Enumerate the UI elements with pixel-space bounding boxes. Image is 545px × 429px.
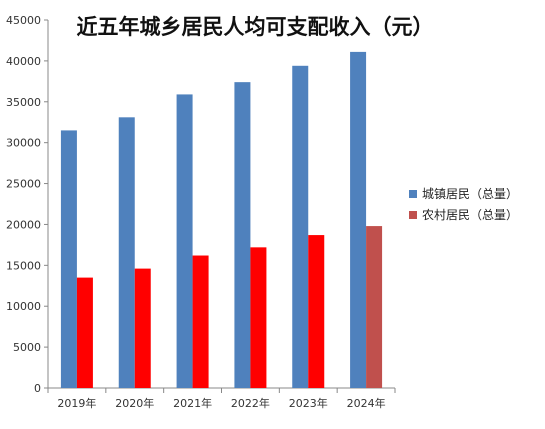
legend-swatch [409,211,417,219]
bar-urban-3 [176,94,193,388]
plot-area: 0 5000 10000 15000 20000 25000 30000 35000 40000… [6,14,396,410]
bar-rural-6 [366,226,383,388]
bar-urban-4 [234,82,251,388]
y-tick-label: 45000 [6,14,41,27]
x-tick-label: 2019年 [57,396,96,410]
bar-rural-1 [76,277,93,388]
legend-label: 城镇居民（总量） [422,187,518,201]
y-tick-label: 5000 [13,341,41,354]
legend-swatch [409,190,417,198]
bar-urban-5 [292,65,309,388]
bar-rural-5 [308,235,325,388]
chart-title: 近五年城乡居民人均可支配收入（元） [77,14,434,39]
x-tick-label: 2022年 [231,396,270,410]
x-tick-label: 2023年 [289,396,328,410]
bar-urban-1 [60,130,77,388]
y-tick-label: 30000 [6,137,41,150]
y-tick-label: 25000 [6,178,41,191]
x-tick-label: 2024年 [347,396,386,410]
y-tick-label: 35000 [6,96,41,109]
x-tick-label: 2020年 [115,396,154,410]
y-tick-label: 0 [34,382,41,395]
x-tick-label: 2021年 [173,396,212,410]
y-tick-label: 40000 [6,55,41,68]
bar-rural-2 [134,268,151,388]
legend-label: 农村居民（总量） [422,208,518,222]
legend: 城镇居民（总量） 农村居民（总量） [409,187,518,222]
bar-urban-6 [350,51,367,388]
bar-urban-2 [118,117,135,388]
y-tick-label: 20000 [6,218,41,231]
bar-rural-3 [192,255,209,388]
y-tick-label: 10000 [6,300,41,313]
bar-rural-4 [250,247,267,388]
y-tick-label: 15000 [6,259,41,272]
